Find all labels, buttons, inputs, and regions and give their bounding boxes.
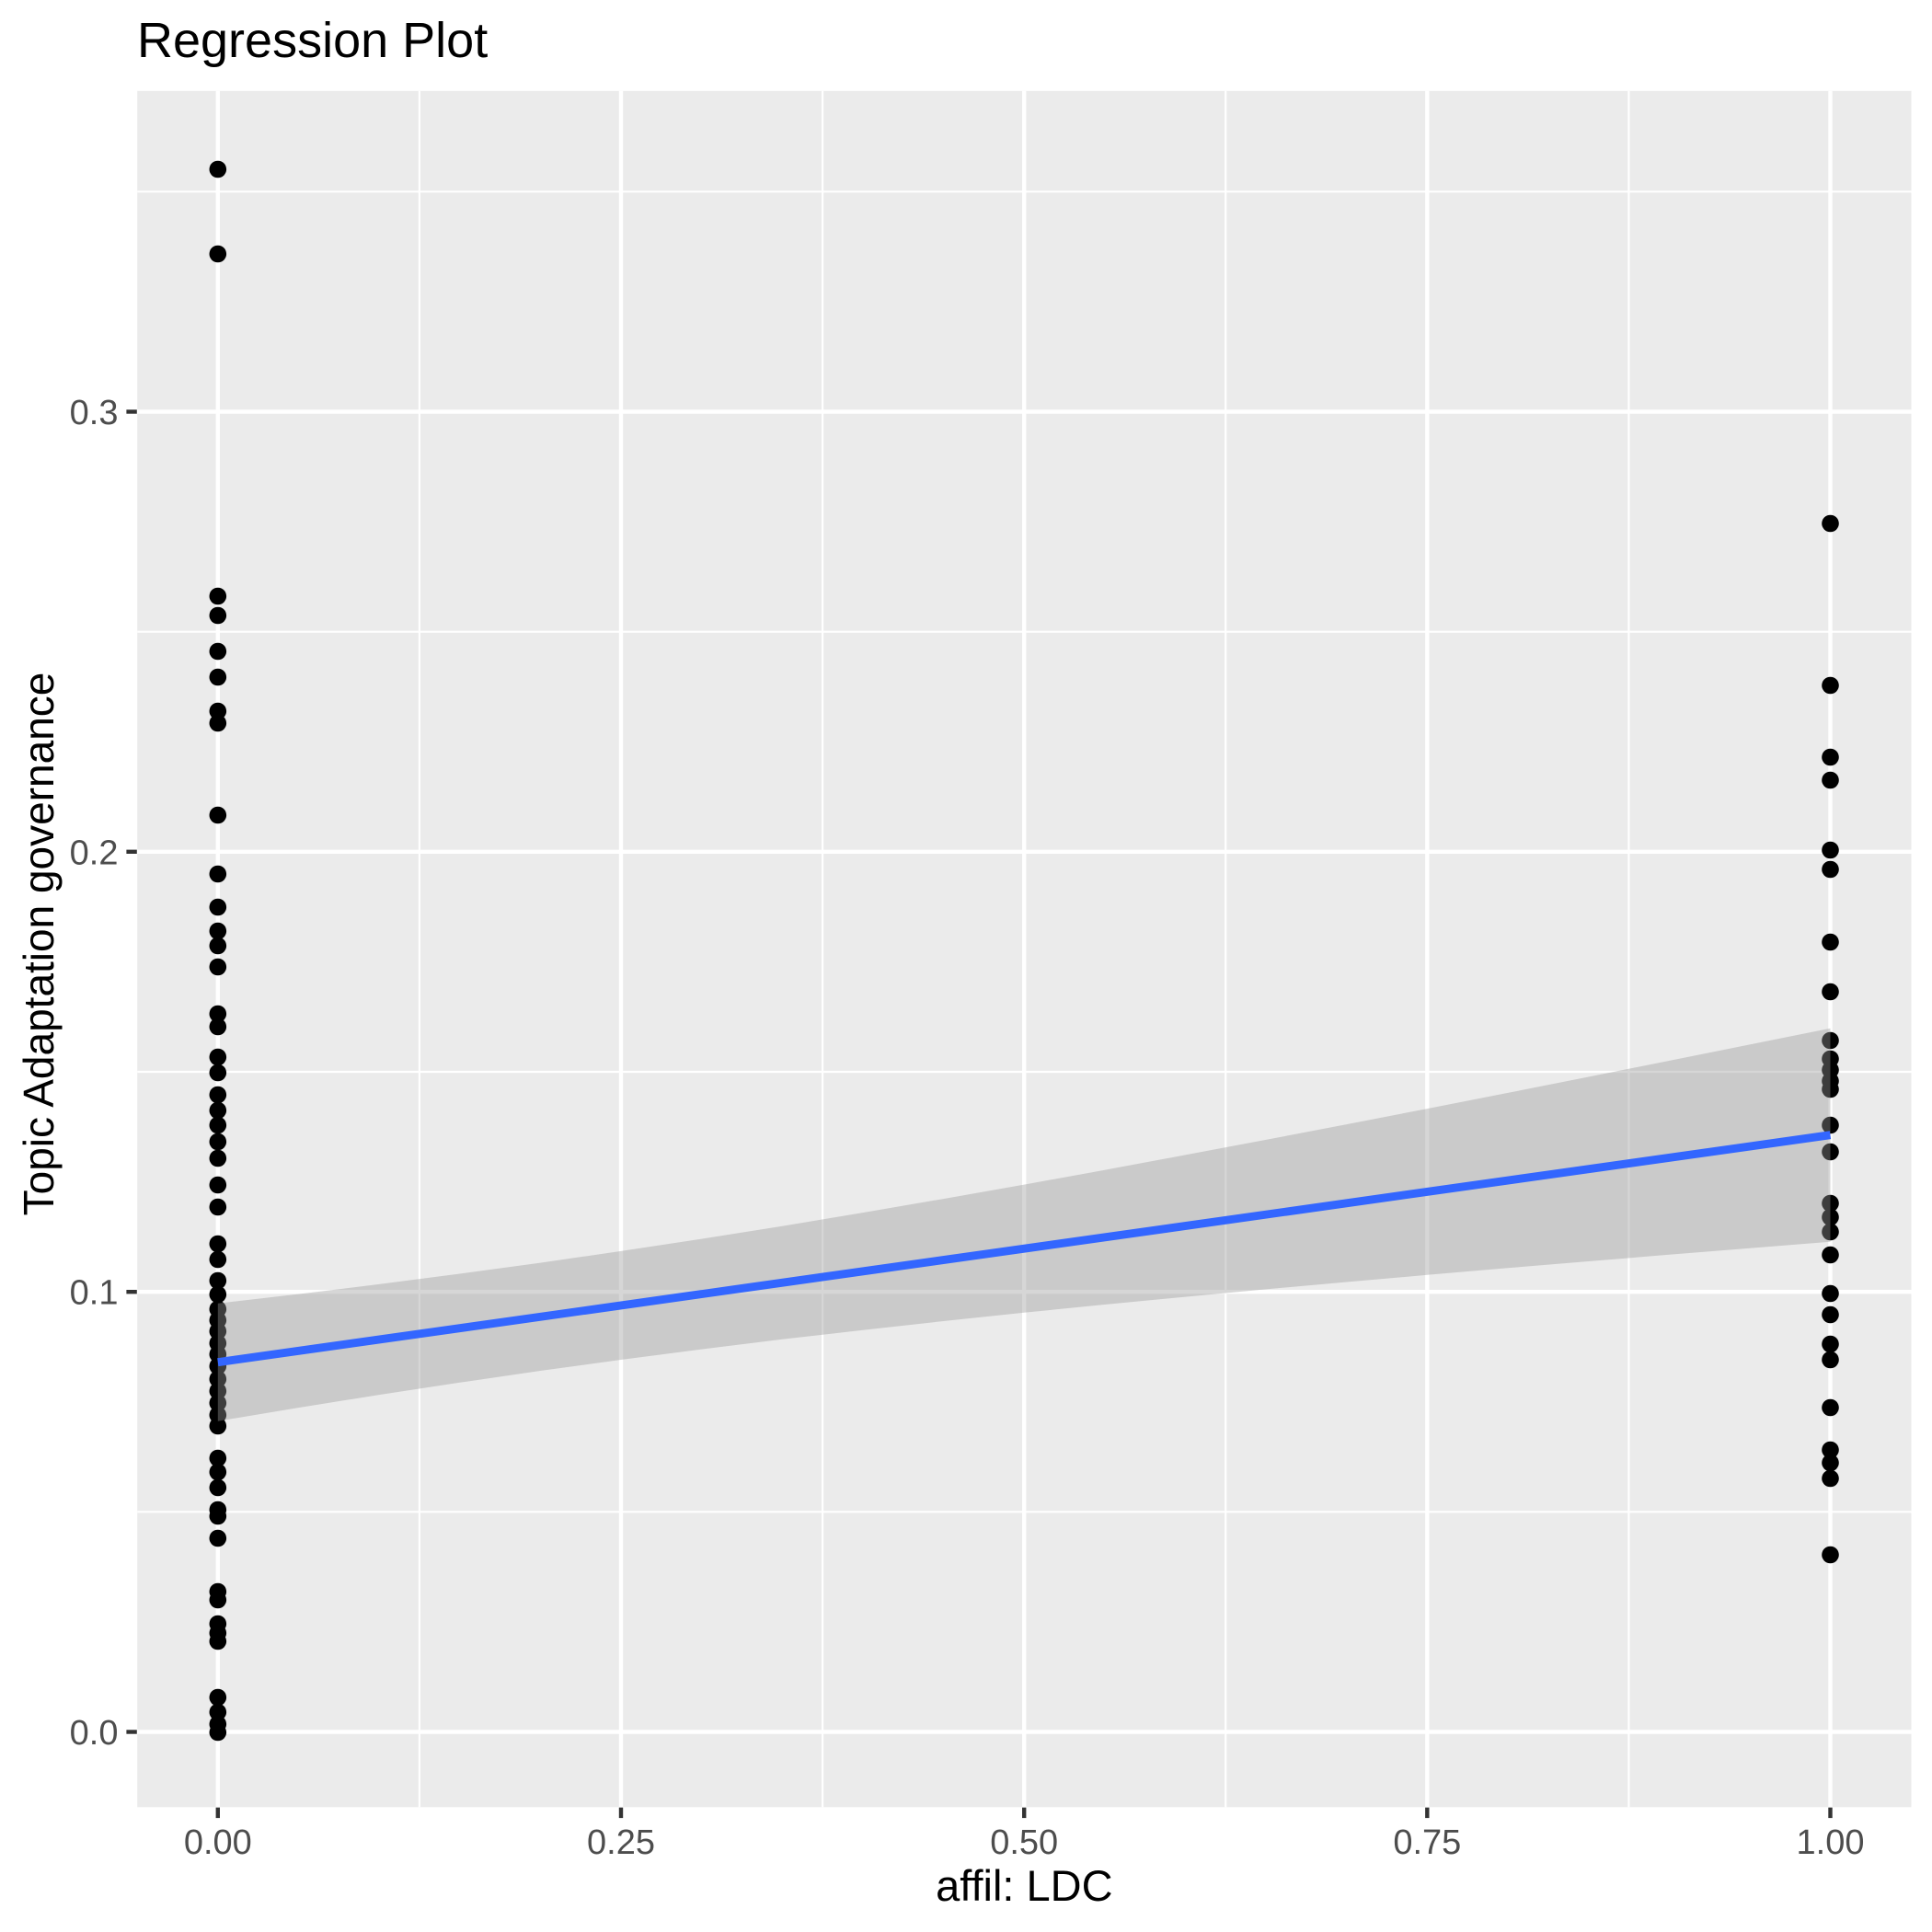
svg-text:Regression Plot: Regression Plot	[137, 13, 488, 68]
svg-text:Topic Adaptation governance: Topic Adaptation governance	[15, 673, 63, 1216]
svg-text:0.00: 0.00	[184, 1823, 252, 1862]
svg-text:0.1: 0.1	[70, 1274, 119, 1313]
svg-text:0.75: 0.75	[1393, 1823, 1461, 1862]
svg-text:0.25: 0.25	[587, 1823, 655, 1862]
svg-text:0.3: 0.3	[70, 394, 119, 432]
svg-text:1.00: 1.00	[1797, 1823, 1865, 1862]
svg-text:0.2: 0.2	[70, 834, 119, 872]
svg-text:0.50: 0.50	[990, 1823, 1058, 1862]
svg-text:0.0: 0.0	[70, 1714, 119, 1753]
svg-text:affil: LDC: affil: LDC	[936, 1861, 1112, 1910]
